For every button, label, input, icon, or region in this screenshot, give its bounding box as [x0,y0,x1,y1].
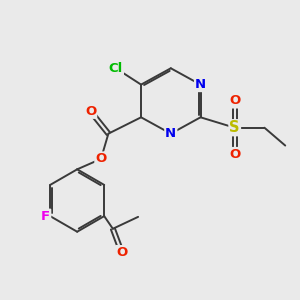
Text: O: O [229,148,240,161]
Text: F: F [41,210,50,223]
Text: O: O [116,246,128,259]
Text: O: O [95,152,106,165]
Text: O: O [229,94,240,107]
Text: Cl: Cl [109,62,123,75]
Text: O: O [85,105,96,118]
Text: N: N [195,78,206,91]
Text: S: S [230,120,240,135]
Text: N: N [165,127,176,140]
